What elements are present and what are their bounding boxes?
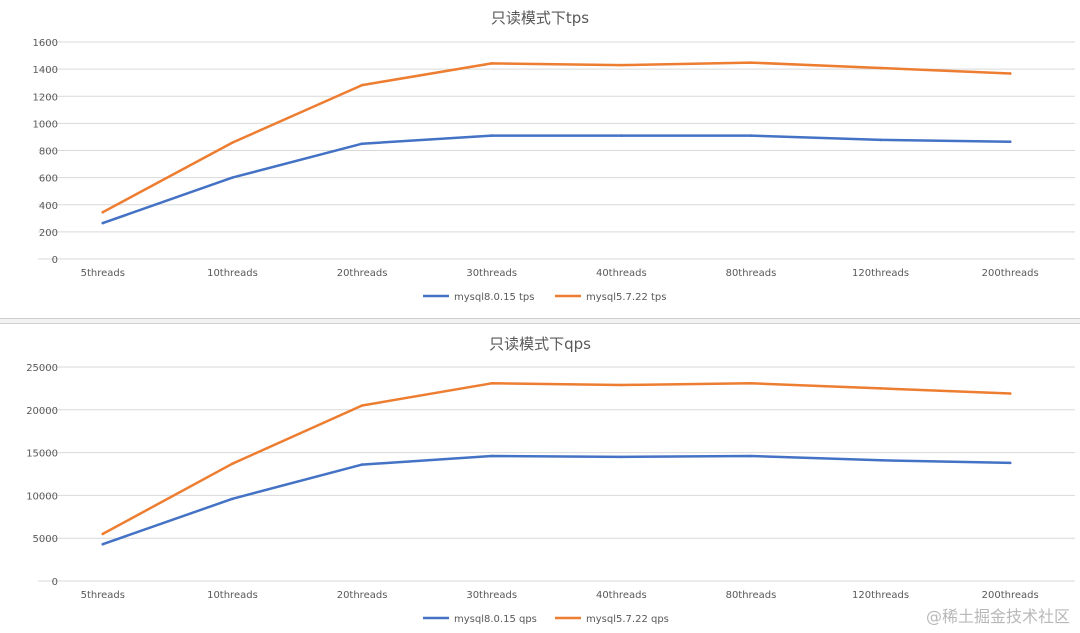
tps-legend-label-1: mysql8.0.15 tps: [454, 292, 534, 303]
qps-series-line-2: [101, 382, 1012, 536]
qps-series-1-point: [1008, 461, 1012, 465]
tps-y-tick-label: 1600: [33, 38, 58, 49]
tps-y-tick-label: 600: [39, 174, 58, 185]
tps-x-tick-label: 80threads: [726, 268, 777, 279]
tps-series-2-point: [360, 83, 364, 87]
tps-chart-svg: 0 200 400 600 800 1000 1200 1400 1600 5threads 10t…: [33, 38, 1075, 303]
qps-y-tick-label: 20000: [26, 406, 58, 417]
tps-series-1-point: [879, 138, 882, 142]
qps-series-1-point: [360, 463, 364, 466]
qps-legend-label-1: mysql8.0.15 qps: [454, 614, 537, 625]
qps-x-tick-label: 20threads: [337, 590, 388, 601]
tps-y-tick-label: 200: [39, 228, 58, 239]
tps-y-tick-label: 1200: [33, 92, 58, 103]
qps-series-2-point: [490, 381, 493, 385]
watermark: @稀土掘金技术社区: [925, 607, 1070, 626]
tps-series-1-point: [231, 176, 234, 179]
tps-chart-panel[interactable]: 只读模式下tps 0 200 400 600 800 1000 1200 1400 1600 5t…: [0, 0, 1080, 318]
tps-legend-label-2: mysql5.7.22 tps: [586, 292, 666, 303]
tps-y-tick-label: 400: [39, 201, 58, 212]
qps-series-1-point: [490, 454, 493, 458]
qps-x-tick-label: 120threads: [852, 590, 909, 601]
qps-legend-label-2: mysql5.7.22 qps: [586, 614, 669, 625]
qps-x-tick-label: 200threads: [982, 590, 1039, 601]
qps-series-1-point: [231, 497, 234, 501]
tps-y-tick-label: 800: [39, 147, 58, 158]
qps-y-tick-label: 10000: [26, 491, 58, 502]
tps-x-tick-label: 5threads: [81, 268, 125, 279]
qps-x-tick-label: 30threads: [466, 590, 517, 601]
qps-series-2-point: [620, 383, 623, 387]
tps-series-2-point: [749, 61, 753, 64]
tps-chart-title: 只读模式下tps: [490, 9, 590, 27]
tps-series-2-point: [101, 210, 105, 214]
qps-series-2-point: [101, 532, 105, 536]
tps-x-tick-label: 200threads: [982, 268, 1039, 279]
tps-y-tick-label: 1400: [33, 65, 58, 76]
qps-series-2-point: [231, 462, 234, 466]
qps-x-tick-label: 10threads: [207, 590, 258, 601]
tps-series-2-point: [490, 62, 493, 65]
qps-y-tick-label: 0: [52, 577, 58, 588]
tps-x-tick-label: 30threads: [466, 268, 517, 279]
tps-x-tick-label: 10threads: [207, 268, 258, 279]
tps-series-1-point: [749, 134, 753, 137]
tps-series-2-point: [879, 66, 882, 70]
tps-series-1-point: [101, 221, 105, 225]
qps-series-1-point: [101, 542, 105, 546]
qps-y-tick-label: 5000: [33, 534, 58, 545]
qps-y-tick-label: 25000: [26, 363, 58, 374]
tps-series-1-point: [620, 134, 623, 137]
qps-series-line-1: [101, 454, 1012, 546]
tps-y-tick-label: 1000: [33, 119, 58, 130]
qps-series-1-point: [749, 454, 753, 458]
qps-series-2-point: [749, 381, 753, 385]
qps-y-tick-label: 15000: [26, 449, 58, 460]
tps-x-tick-label: 120threads: [852, 268, 909, 279]
tps-series-2-point: [231, 141, 234, 144]
qps-x-tick-label: 40threads: [596, 590, 647, 601]
qps-series-2-point: [879, 387, 882, 390]
qps-x-tick-label: 80threads: [726, 590, 777, 601]
qps-chart-panel[interactable]: 只读模式下qps 0 5000 10000 15000 20000 25000 5threa…: [0, 324, 1080, 633]
qps-x-tick-label: 5threads: [81, 590, 125, 601]
qps-series-2-point: [1008, 392, 1012, 395]
tps-series-1-point: [490, 134, 493, 137]
qps-series-2-point: [360, 404, 364, 407]
tps-series-1-point: [360, 142, 364, 146]
chart-divider: [0, 318, 1080, 324]
tps-series-line-2: [101, 61, 1012, 214]
qps-chart-svg: 0 5000 10000 15000 20000 25000 5threads 10threa…: [26, 363, 1075, 625]
qps-series-1-point: [620, 455, 623, 459]
tps-x-tick-label: 40threads: [596, 268, 647, 279]
tps-series-1-point: [1008, 140, 1012, 143]
tps-x-tick-label: 20threads: [337, 268, 388, 279]
tps-y-tick-label: 0: [52, 255, 58, 266]
qps-series-1-point: [879, 459, 882, 462]
tps-series-2-point: [1008, 72, 1012, 75]
tps-series-line-1: [101, 134, 1012, 225]
qps-chart-title: 只读模式下qps: [489, 335, 591, 353]
tps-series-2-point: [620, 63, 623, 67]
